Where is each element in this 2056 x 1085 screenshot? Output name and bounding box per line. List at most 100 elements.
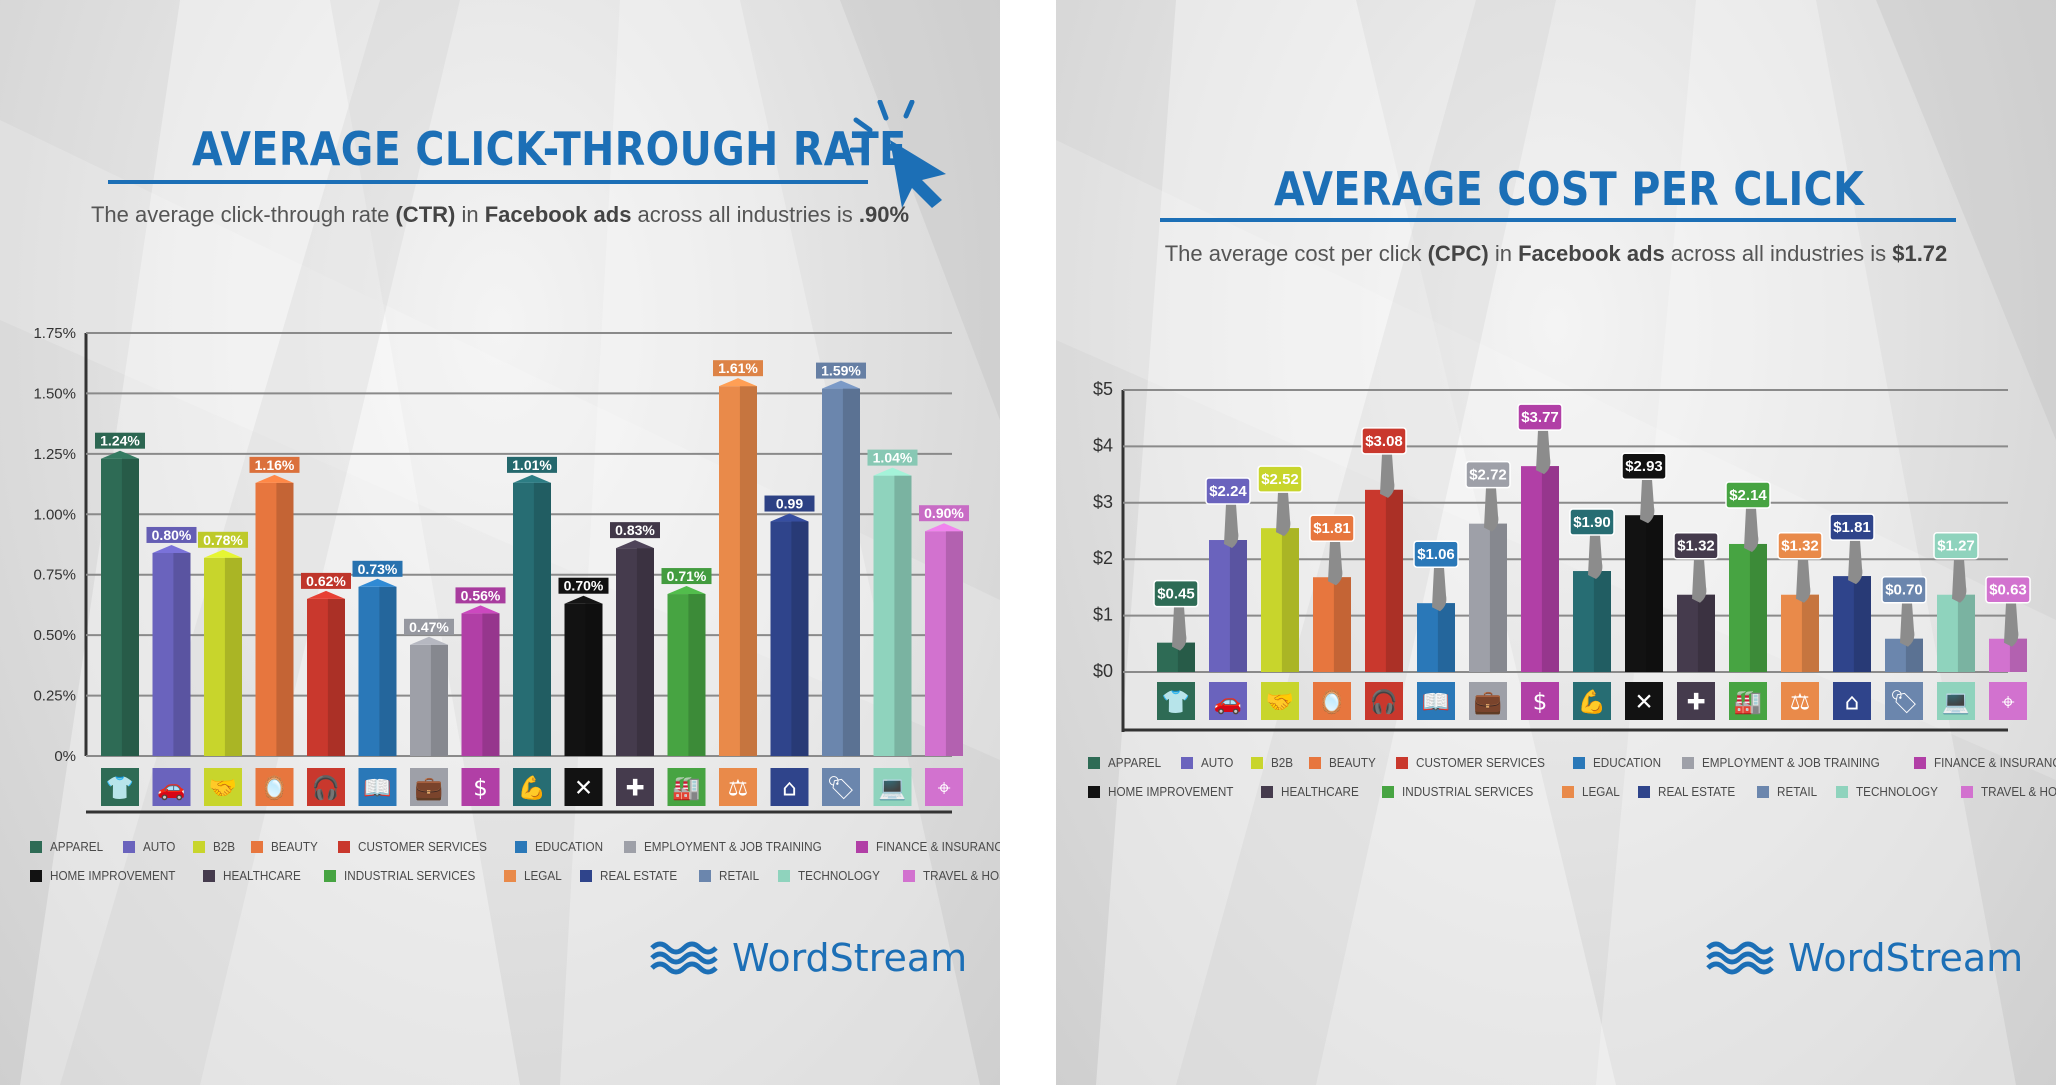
legend-label: CUSTOMER SERVICES xyxy=(1415,755,1545,770)
map-pin-icon: ⌖ xyxy=(2002,689,2015,715)
ctr-data-label-technology: 1.04% xyxy=(873,450,913,466)
factory-icon: 🏭 xyxy=(672,775,700,801)
mirror-icon: 🪞 xyxy=(1318,688,1346,715)
legend-label: TRAVEL & HOSPITALITY xyxy=(1981,784,2056,799)
ctr-bar-cap-real_estate xyxy=(770,513,809,522)
cpc-hand-b2b xyxy=(1276,492,1291,537)
cpc-hand-auto xyxy=(1224,504,1239,549)
cpc-data-label-travel: $0.63 xyxy=(1989,582,2027,599)
price-tag-icon: 🏷 xyxy=(1890,689,1919,715)
ctr-data-label-b2b: 0.78% xyxy=(203,532,243,548)
cpc-bar-shade-real_estate xyxy=(1853,576,1871,672)
legend-item-travel: TRAVEL & HOSPITALITY xyxy=(903,868,1000,883)
ctr-bar-cap-customer_services xyxy=(307,590,345,599)
cpc-subtitle-bold-3: $1.72 xyxy=(1892,241,1948,266)
legend-swatch xyxy=(1309,756,1322,769)
ctr-bar-shade-employment xyxy=(430,644,448,756)
ctr-y-tick-label: 0.25% xyxy=(33,688,76,705)
ctr-subtitle-bold-1: (CTR) xyxy=(395,202,456,227)
cpc-data-label-finance: $3.77 xyxy=(1521,409,1559,426)
legend-swatch xyxy=(323,869,336,882)
factory-icon: 🏭 xyxy=(1734,689,1762,715)
ctr-bar-cap-b2b xyxy=(204,549,242,558)
medical-kit-icon: ✚ xyxy=(625,775,644,801)
muscle-icon: 💪 xyxy=(518,774,546,801)
ctr-bar-cap-home xyxy=(564,595,603,604)
legend-swatch xyxy=(579,869,592,882)
ctr-data-label-travel: 0.90% xyxy=(924,505,964,521)
ctr-bar-cap-apparel xyxy=(101,450,139,459)
handshake-icon: 🤝 xyxy=(209,775,237,801)
book-icon: 📖 xyxy=(363,775,391,801)
legend-swatch xyxy=(1181,756,1194,769)
cpc-subtitle-bold-1: (CPC) xyxy=(1427,241,1489,266)
ctr-value-plaque-travel xyxy=(919,505,969,522)
cpc-data-label-employment: $2.72 xyxy=(1469,467,1507,484)
mirror-icon: 🪞 xyxy=(260,774,288,801)
ctr-bar-cap-employment xyxy=(410,636,448,645)
cpc-value-sign-education xyxy=(1413,540,1459,568)
ctr-bar-cap-legal xyxy=(719,378,757,387)
ctr-bar-cap-beauty xyxy=(255,474,294,483)
cpc-data-label-education: $1.06 xyxy=(1417,546,1455,563)
medical-kit-icon: ✚ xyxy=(1686,689,1705,715)
cpc-data-label-b2b: $2.52 xyxy=(1261,471,1299,488)
legend-swatch xyxy=(123,840,136,853)
ctr-icon-tile-healthcare xyxy=(616,768,654,806)
cpc-bar-shade-industrial xyxy=(1749,543,1767,672)
briefcase-icon: 💼 xyxy=(1474,689,1502,715)
ctr-value-plaque-home xyxy=(558,577,609,594)
legend-swatch xyxy=(514,840,527,853)
ctr-data-label-legal: 1.61% xyxy=(718,360,758,376)
cpc-icon-tile-legal xyxy=(1781,682,1819,720)
cpc-legend: APPAREL AUTO B2B BEAUTY CUSTOMER SERVICES EDU… xyxy=(1088,748,2056,806)
wordstream-waves-icon xyxy=(1706,941,1774,975)
cpc-bar-shade-education xyxy=(1437,603,1455,672)
ctr-bar-shade-b2b xyxy=(224,557,242,756)
cpc-y-tick-label: $4 xyxy=(1093,435,1113,455)
ctr-bar-shade-healthcare xyxy=(636,548,654,756)
cpc-bar-shade-legal xyxy=(1801,594,1819,672)
ctr-y-tick-label: 1.75% xyxy=(33,325,76,342)
cursor-icon xyxy=(850,100,946,208)
cpc-y-tick-label: $5 xyxy=(1093,379,1113,399)
cpc-hand-retail xyxy=(1900,602,1915,647)
cpc-hand-travel xyxy=(2004,602,2019,647)
ctr-data-label-education: 0.73% xyxy=(358,561,398,577)
ctr-icon-tile-employment xyxy=(410,768,448,806)
ctr-bar-cap-finance xyxy=(461,605,500,614)
cpc-value-sign-technology xyxy=(1933,531,1979,560)
legend-label: TECHNOLOGY xyxy=(1856,784,1938,799)
ctr-y-tick-label: 0.50% xyxy=(33,627,76,644)
cpc-bar-shade-retail xyxy=(1905,638,1923,672)
ctr-y-tick-label: 1.25% xyxy=(33,446,76,463)
legend-row: APPAREL AUTO B2B BEAUTY CUSTOMER SERVICES EDU… xyxy=(30,832,1000,861)
ctr-icon-tile-travel xyxy=(925,768,963,806)
ctr-subtitle-text-2: in xyxy=(455,202,485,227)
laptop-icon: 💻 xyxy=(1942,689,1970,715)
cpc-icon-tile-industrial xyxy=(1729,682,1767,720)
cpc-value-sign-healthcare xyxy=(1673,531,1719,560)
ctr-icon-tile-real_estate xyxy=(770,768,809,806)
cpc-bar-shade-technology xyxy=(1957,594,1975,672)
legend-swatch xyxy=(624,840,637,853)
legend-swatch xyxy=(1637,785,1650,798)
ctr-data-label-apparel: 1.24% xyxy=(100,433,140,449)
legend-item-customer_services: CUSTOMER SERVICES xyxy=(337,839,501,854)
tools-icon: ✕ xyxy=(1634,689,1653,715)
legend-swatch xyxy=(251,840,264,853)
ctr-bar-shade-apparel xyxy=(121,458,139,756)
legend-label: APPAREL xyxy=(50,839,104,854)
gavel-icon: ⚖ xyxy=(1790,689,1810,715)
cpc-data-label-retail: $0.70 xyxy=(1885,582,1923,599)
ctr-data-label-real_estate: 0.99 xyxy=(776,496,803,512)
legend-item-apparel: APPAREL xyxy=(30,839,109,854)
legend-swatch xyxy=(699,869,712,882)
legend-swatch xyxy=(1088,756,1100,769)
legend-item-education: EDUCATION xyxy=(1572,755,1669,770)
ctr-bar-shade-industrial xyxy=(688,594,706,756)
legend-swatch xyxy=(30,869,42,882)
ctr-wordstream-logo: WordStream xyxy=(650,936,967,980)
ctr-bar-shade-customer_services xyxy=(327,598,345,756)
legend-swatch xyxy=(503,869,516,882)
